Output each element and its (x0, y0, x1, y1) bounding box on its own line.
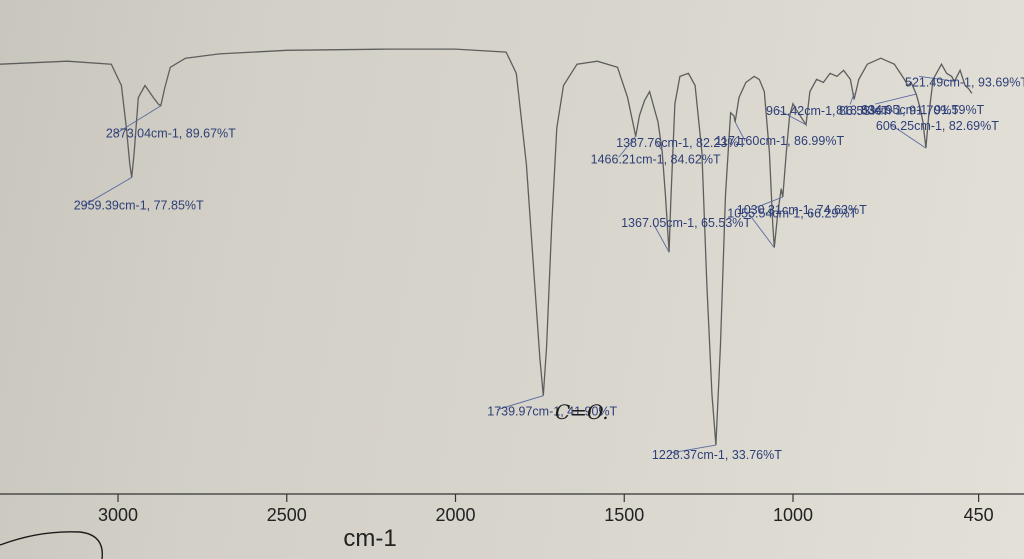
annotation-leader (669, 444, 717, 454)
peak-annotation: 2873.04cm-1, 89.67%T (106, 127, 236, 141)
annotation-leader (652, 223, 670, 253)
annotation-leader (115, 105, 162, 135)
annotation-leader (918, 75, 955, 82)
peak-annotation: 634.95cm-1, 91.59%T (861, 103, 984, 117)
annotation-leader (775, 108, 807, 126)
annotation-leader (497, 395, 544, 411)
annotation-leader (889, 123, 927, 149)
annotation-leader (849, 93, 855, 105)
x-axis-label: cm-1 (343, 525, 396, 552)
peak-annotation: 961.42cm-1, 86.53%T (766, 104, 889, 118)
x-tick-label: 450 (964, 505, 994, 525)
peak-annotation: 521.49cm-1, 93.69%T (905, 75, 1024, 89)
peak-annotation: 1171.60cm-1, 86.99%T (715, 134, 844, 148)
x-tick-label: 2500 (267, 505, 307, 525)
annotation-leader (754, 196, 783, 209)
x-axis: 3000 2500 2000 1500 1000 450 (0, 493, 1024, 525)
peak-annotation: 1466.21cm-1, 84.62%T (591, 152, 721, 166)
annotation-leader (83, 177, 132, 206)
peak-annotation: 1739.97cm-1, 41.90%T (487, 405, 617, 419)
peak-annotation: 1228.37cm-1, 33.76%T (652, 448, 782, 462)
annotation-leader (618, 136, 637, 158)
series-layer (0, 48, 973, 446)
x-tick-label: 1500 (604, 505, 644, 525)
peak-annotation: 1387.76cm-1, 82.23%T (616, 136, 746, 150)
peak-annotation: 606.25cm-1, 82.69%T (876, 119, 999, 133)
peak-annotation: 1367.05cm-1, 65.53%T (621, 216, 751, 230)
peak-annotation: 1055.54cm-1, 66.29%T (727, 207, 857, 221)
handwritten-note: C=O. (555, 400, 609, 424)
annotation-leader (746, 211, 775, 248)
handwritten-mark (0, 531, 104, 559)
annotation-layer: 2873.04cm-1, 89.67%T 2959.39cm-1, 77.85%T… (74, 75, 1024, 462)
annotation-leader (655, 140, 663, 152)
spectrum-line (0, 48, 973, 446)
peak-annotation: 818.83cm-1, 91.70%T (836, 103, 959, 117)
peak-annotation: 2959.39cm-1, 77.85%T (74, 198, 204, 212)
annotation-leader (734, 121, 746, 142)
x-tick-label: 1000 (773, 505, 813, 525)
peak-annotation: 1030.31cm-1, 74.63%T (737, 203, 867, 217)
annotation-leader (875, 93, 917, 105)
x-tick-label: 2000 (435, 505, 475, 525)
x-tick-label: 3000 (98, 505, 138, 525)
